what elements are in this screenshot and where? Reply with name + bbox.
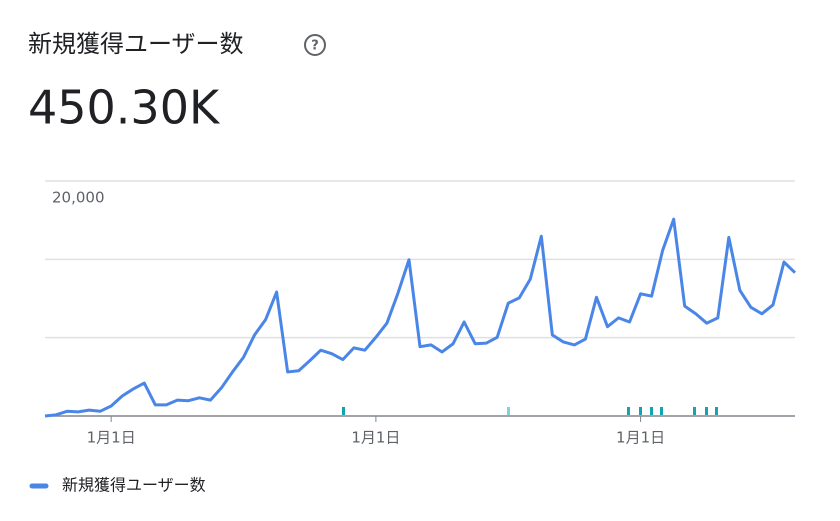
x-tick-label: 1月1日 bbox=[616, 429, 665, 447]
series-line bbox=[44, 217, 797, 418]
summary-value: 450.30K bbox=[28, 81, 221, 135]
chart-title: 新規獲得ユーザー数 bbox=[28, 30, 244, 58]
help-icon[interactable]: ? bbox=[304, 34, 326, 56]
legend-label: 新規獲得ユーザー数 bbox=[62, 476, 206, 495]
x-tick-label: 1月1日 bbox=[351, 429, 400, 447]
svg-text:?: ? bbox=[311, 39, 319, 54]
annotation-markers[interactable] bbox=[342, 407, 718, 415]
x-tick-label: 1月1日 bbox=[87, 429, 136, 447]
y-tick-label: 20,000 bbox=[52, 189, 105, 207]
